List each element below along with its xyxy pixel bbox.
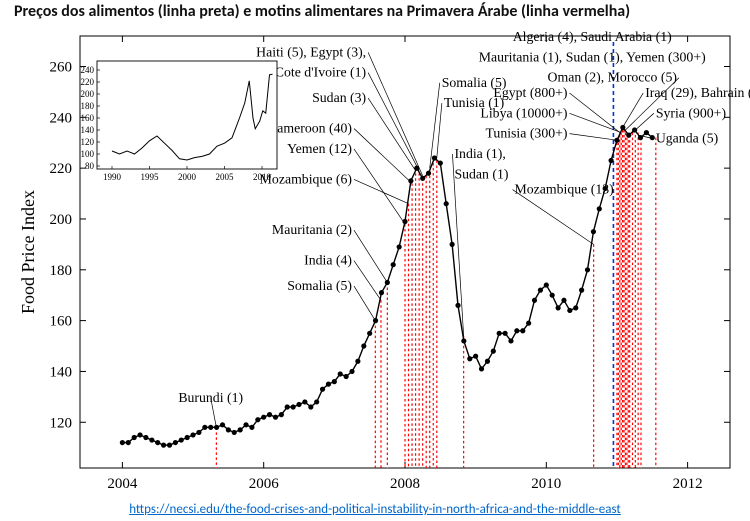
- svg-text:Mauritania (2): Mauritania (2): [272, 222, 352, 238]
- svg-text:Sudan (1): Sudan (1): [454, 166, 508, 182]
- svg-text:Cote d'Ivoire (1): Cote d'Ivoire (1): [275, 65, 366, 81]
- source-url[interactable]: https://necsi.edu/the-food-crises-and-po…: [0, 502, 750, 517]
- svg-text:Mozambique (13): Mozambique (13): [515, 182, 614, 198]
- svg-text:Egypt (800+): Egypt (800+): [493, 85, 567, 101]
- svg-text:140: 140: [50, 364, 73, 380]
- svg-text:Somalia (5): Somalia (5): [287, 278, 352, 294]
- svg-text:Uganda (5): Uganda (5): [656, 131, 718, 147]
- svg-text:Yemen (12): Yemen (12): [287, 141, 352, 157]
- svg-text:80: 80: [85, 161, 95, 171]
- svg-text:Mozambique (6): Mozambique (6): [260, 171, 352, 187]
- svg-text:India (4): India (4): [304, 253, 352, 269]
- svg-text:2005: 2005: [216, 172, 235, 182]
- svg-text:Mauritania (1), Sudan (1), Yem: Mauritania (1), Sudan (1), Yemen (300+): [479, 49, 706, 65]
- svg-text:160: 160: [81, 113, 95, 123]
- svg-text:180: 180: [50, 263, 73, 279]
- svg-text:Burundi (1): Burundi (1): [178, 390, 243, 406]
- svg-text:Tunisia (300+): Tunisia (300+): [485, 126, 567, 142]
- svg-text:Food Price Index: Food Price Index: [18, 190, 38, 314]
- svg-text:220: 220: [50, 161, 73, 177]
- svg-text:1990: 1990: [103, 172, 122, 182]
- svg-text:2008: 2008: [390, 476, 420, 492]
- svg-text:Oman (2), Morocco (5): Oman (2), Morocco (5): [548, 70, 678, 86]
- svg-text:200: 200: [81, 89, 95, 99]
- svg-text:120: 120: [81, 137, 95, 147]
- svg-text:2006: 2006: [249, 476, 280, 492]
- svg-text:120: 120: [50, 415, 73, 431]
- svg-text:240: 240: [81, 65, 95, 75]
- svg-text:India (1),: India (1),: [454, 146, 505, 162]
- food-price-chart: 120 140 160 180 200 220 240 260 2004 2006 2008 2010…: [0, 0, 750, 521]
- svg-text:Sudan (3): Sudan (3): [312, 90, 366, 106]
- svg-text:2004: 2004: [107, 476, 138, 492]
- svg-text:Haiti (5), Egypt (3),: Haiti (5), Egypt (3),: [256, 44, 366, 60]
- svg-text:2010: 2010: [531, 476, 561, 492]
- svg-text:260: 260: [50, 59, 73, 75]
- svg-text:160: 160: [50, 314, 73, 330]
- svg-text:2012: 2012: [673, 476, 703, 492]
- svg-text:Libya (10000+): Libya (10000+): [480, 105, 567, 121]
- svg-text:Cameroon (40): Cameroon (40): [268, 121, 352, 137]
- svg-text:200: 200: [50, 212, 73, 228]
- svg-text:140: 140: [81, 125, 95, 135]
- svg-text:2000: 2000: [178, 172, 197, 182]
- svg-text:220: 220: [81, 77, 95, 87]
- svg-text:Syria (900+): Syria (900+): [656, 105, 726, 121]
- figure-container: Preços dos alimentos (linha preta) e mot…: [0, 0, 750, 521]
- svg-text:1995: 1995: [141, 172, 160, 182]
- svg-text:2010: 2010: [253, 172, 272, 182]
- svg-text:Algeria (4), Saudi Arabia (1): Algeria (4), Saudi Arabia (1): [513, 29, 672, 45]
- svg-text:Iraq (29), Bahrain (31): Iraq (29), Bahrain (31): [645, 85, 750, 101]
- svg-text:100: 100: [81, 149, 95, 159]
- svg-text:180: 180: [81, 101, 95, 111]
- svg-text:240: 240: [50, 110, 73, 126]
